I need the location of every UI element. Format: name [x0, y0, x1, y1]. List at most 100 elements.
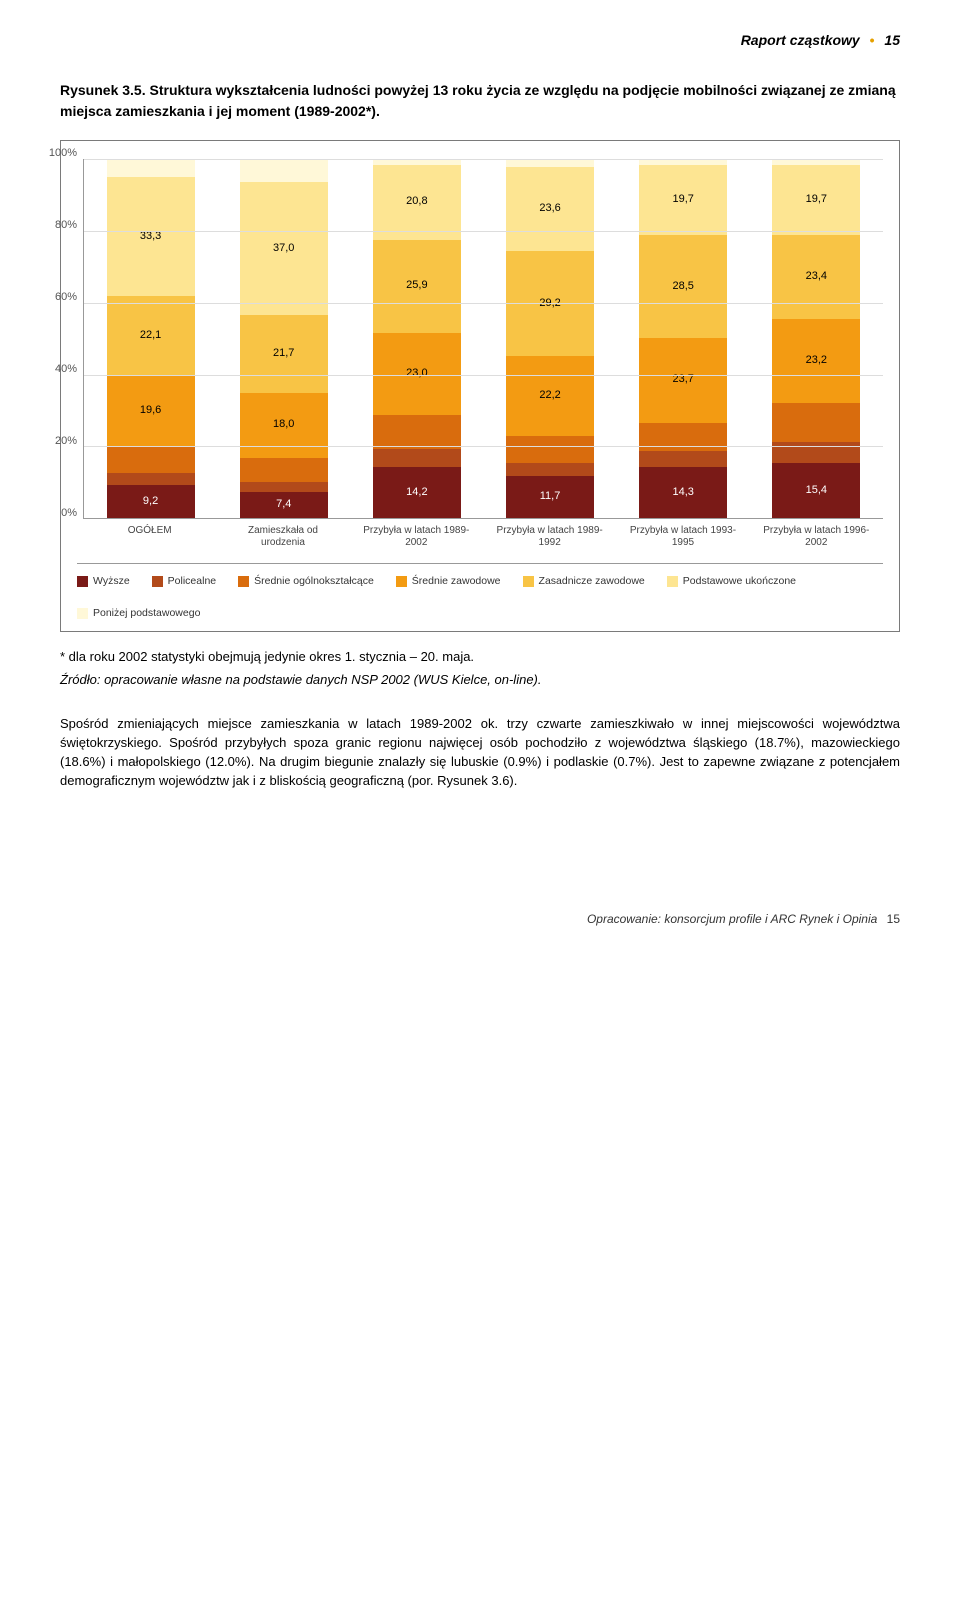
legend-swatch-icon — [667, 576, 678, 587]
bar-segment — [107, 159, 195, 177]
bar-segment — [506, 436, 594, 463]
footer-credit: Opracowanie: konsorcjum profile i ARC Ry… — [587, 912, 877, 926]
legend: Wyższe Policealne Średnie ogólnokształcące… — [77, 563, 883, 620]
grid-line — [84, 159, 883, 160]
segment-value-label: 11,7 — [540, 489, 561, 505]
bar-segment: 19,7 — [772, 165, 860, 236]
footnote-star: * dla roku 2002 statystyki obejmują jedy… — [60, 648, 900, 667]
figure-code: Rysunek 3.5. — [60, 82, 146, 98]
page-header: Raport cząstkowy • 15 — [60, 30, 900, 50]
body-paragraph: Spośród zmieniających miejsce zamieszkan… — [60, 715, 900, 790]
legend-item: Policealne — [152, 574, 216, 589]
x-category-label: Zamieszkała od urodzenia — [229, 525, 337, 549]
bar-column: 14,223,025,920,8 — [373, 159, 461, 518]
legend-label: Wyższe — [93, 574, 130, 589]
report-label: Raport cząstkowy — [741, 32, 860, 48]
segment-value-label: 14,3 — [672, 485, 693, 501]
x-category-label: Przybyła w latach 1996-2002 — [762, 525, 870, 549]
bar-segment: 22,1 — [107, 296, 195, 375]
grid-line — [84, 303, 883, 304]
bar-column: 14,3 23,7 28,5 19,7 — [639, 159, 727, 518]
legend-swatch-icon — [77, 608, 88, 619]
segment-value-label: 19,7 — [672, 192, 693, 208]
chart-area: 100%80%60%40%20%0% 9,219,622,133,37,418,… — [77, 159, 883, 549]
legend-swatch-icon — [396, 576, 407, 587]
legend-label: Podstawowe ukończone — [683, 574, 796, 589]
bars-container: 9,219,622,133,37,418,021,737,014,223,025… — [84, 159, 883, 518]
bar-segment: 23,4 — [772, 235, 860, 319]
header-bullet-icon: • — [870, 32, 875, 48]
figure-title: Rysunek 3.5. Struktura wykształcenia lud… — [60, 80, 900, 122]
legend-item: Średnie zawodowe — [396, 574, 501, 589]
grid-line — [84, 231, 883, 232]
bar-segment: 33,3 — [107, 177, 195, 297]
segment-value-label: 15,4 — [806, 483, 827, 499]
page-footer: Opracowanie: konsorcjum profile i ARC Ry… — [60, 911, 900, 928]
bar-segment: 14,2 — [373, 467, 461, 518]
segment-value-label: 23,4 — [806, 269, 827, 285]
segment-value-label: 19,7 — [806, 192, 827, 208]
bar-segment: 20,8 — [373, 165, 461, 240]
bar-segment: 11,7 — [506, 476, 594, 518]
bar-segment — [772, 403, 860, 442]
segment-value-label: 23,2 — [806, 353, 827, 369]
bar-segment — [107, 473, 195, 485]
legend-item: Zasadnicze zawodowe — [523, 574, 645, 589]
bar-column: 9,2 19,6 22,1 33,3 — [107, 159, 195, 518]
bar-segment — [639, 451, 727, 467]
segment-value-label: 23,6 — [539, 201, 560, 217]
bar-segment: 25,9 — [373, 240, 461, 333]
bar-segment: 14,3 — [639, 467, 727, 518]
x-category-label: Przybyła w latach 1989-1992 — [496, 525, 604, 549]
segment-value-label: 25,9 — [406, 278, 427, 294]
legend-swatch-icon — [238, 576, 249, 587]
grid-line — [84, 446, 883, 447]
legend-label: Policealne — [168, 574, 216, 589]
legend-swatch-icon — [523, 576, 534, 587]
grid-line — [84, 375, 883, 376]
bar-segment: 23,6 — [506, 167, 594, 252]
bar-segment — [240, 458, 328, 482]
segment-value-label: 9,2 — [143, 494, 158, 510]
legend-label: Średnie zawodowe — [412, 574, 501, 589]
bar-column: 11,722,229,223,6 — [506, 159, 594, 518]
bar-segment: 15,4 — [772, 463, 860, 518]
bar-segment: 21,7 — [240, 315, 328, 393]
legend-item: Wyższe — [77, 574, 130, 589]
segment-value-label: 7,4 — [276, 497, 291, 513]
segment-value-label: 18,0 — [273, 417, 294, 433]
segment-value-label: 14,2 — [406, 485, 427, 501]
segment-value-label: 20,8 — [406, 194, 427, 210]
bar-segment — [373, 449, 461, 467]
bar-column: 15,4 23,2 23,4 19,7 — [772, 159, 860, 518]
legend-swatch-icon — [77, 576, 88, 587]
bar-segment: 23,7 — [639, 338, 727, 423]
segment-value-label: 22,2 — [539, 388, 560, 404]
segment-value-label: 21,7 — [273, 346, 294, 362]
page-number-top: 15 — [884, 32, 900, 48]
figure-title-text: Struktura wykształcenia ludności powyżej… — [60, 82, 896, 119]
segment-value-label: 22,1 — [140, 328, 161, 344]
segment-value-label: 28,5 — [672, 279, 693, 295]
x-category-label: OGÓŁEM — [96, 525, 204, 549]
chart-frame: 100%80%60%40%20%0% 9,219,622,133,37,418,… — [60, 140, 900, 631]
bar-segment — [772, 442, 860, 463]
footer-page-number: 15 — [887, 912, 900, 926]
bar-column: 7,4 18,0 21,7 37,0 — [240, 159, 328, 518]
bar-segment: 18,0 — [240, 393, 328, 458]
bar-segment: 19,6 — [107, 376, 195, 446]
bar-segment: 23,2 — [772, 319, 860, 402]
x-category-label: Przybyła w latach 1993-1995 — [629, 525, 737, 549]
x-category-label: Przybyła w latach 1989-2002 — [362, 525, 470, 549]
legend-item: Podstawowe ukończone — [667, 574, 796, 589]
legend-item: Poniżej podstawowego — [77, 606, 200, 621]
bar-segment — [506, 159, 594, 166]
bar-segment: 19,7 — [639, 165, 727, 236]
legend-label: Poniżej podstawowego — [93, 606, 200, 621]
legend-label: Zasadnicze zawodowe — [539, 574, 645, 589]
bar-segment: 37,0 — [240, 182, 328, 315]
segment-value-label: 19,6 — [140, 403, 161, 419]
legend-label: Średnie ogólnokształcące — [254, 574, 374, 589]
bar-segment: 7,4 — [240, 492, 328, 519]
bar-segment: 22,2 — [506, 356, 594, 436]
